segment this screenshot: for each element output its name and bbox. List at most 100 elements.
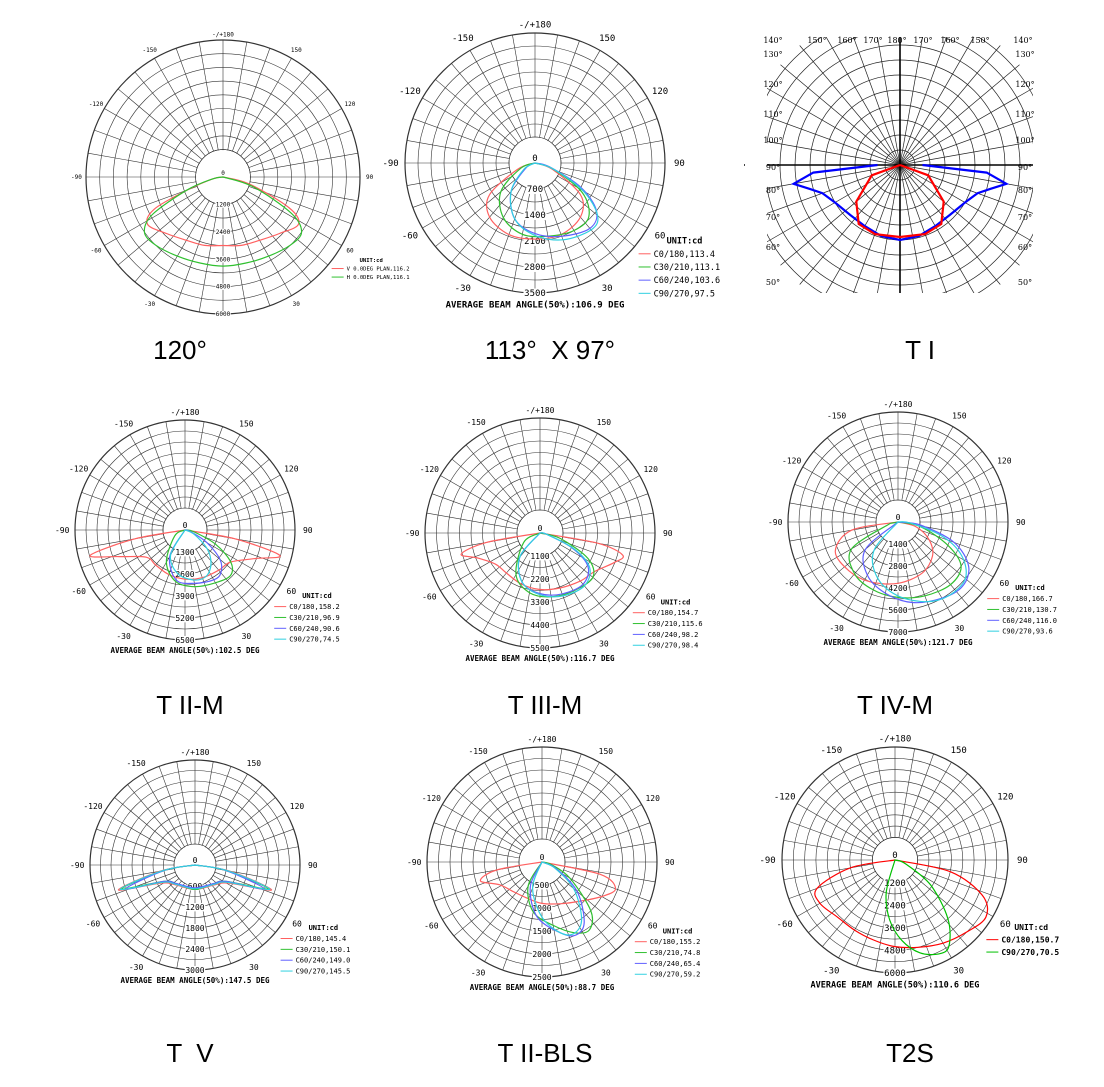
grid-spoke	[406, 167, 510, 186]
angle-label: 90	[665, 858, 675, 867]
grid-spoke	[561, 493, 649, 526]
legend-item: C60/240,116.0	[1002, 617, 1057, 625]
frame-mask	[1033, 15, 1073, 315]
radial-label-bg	[887, 540, 909, 549]
radial-label-bg	[192, 856, 198, 865]
radial-label: 0	[532, 154, 537, 164]
grid-spoke	[899, 18, 954, 166]
angle-label: 150	[952, 411, 967, 420]
radial-label: 6000	[216, 311, 231, 318]
grid-spoke	[799, 164, 901, 285]
angle-label: 120	[290, 802, 305, 811]
angle-label: -150	[452, 34, 474, 44]
radial-label: 5200	[175, 614, 194, 623]
angle-label: 150	[597, 418, 612, 427]
angle-label: 30	[601, 968, 611, 977]
grid-spoke	[214, 828, 294, 859]
radial-label-bg	[184, 945, 206, 954]
polar-chart-svg: -150 150 -120 120 -90 90 -60 60 -30 30 -/+180 0 1100…	[405, 406, 703, 663]
grid-spoke	[875, 882, 892, 972]
angle-label: 60°	[766, 243, 780, 252]
radial-label-bg	[529, 598, 551, 607]
angle-label: 160°	[940, 36, 959, 45]
grid-spoke	[912, 787, 982, 846]
series-curve	[517, 532, 591, 598]
avg-beam-angle: AVERAGE BEAM ANGLE(50%):147.5 DEG	[120, 976, 269, 985]
radial-label: 0	[183, 521, 188, 530]
angle-label: 30	[602, 284, 613, 294]
angle-label: -30	[469, 639, 484, 648]
polar-chart-panel-t3m: -150 150 -120 120 -90 90 -60 60 -30 30 -/+180 0 1100…	[400, 405, 703, 680]
grid-spoke	[564, 841, 656, 859]
radial-label: 6500	[175, 636, 194, 645]
radial-label-bg	[883, 900, 907, 911]
angle-label: -150	[126, 759, 145, 768]
grid-spoke	[240, 197, 312, 283]
angle-label-top: -/+180	[884, 400, 913, 409]
chart-caption: T V	[166, 1038, 214, 1068]
radial-label: 1100	[530, 552, 549, 561]
radial-label: 1300	[175, 548, 194, 557]
grid-spoke	[780, 64, 901, 166]
grid-spoke	[875, 748, 892, 838]
radial-label-bg	[184, 903, 206, 912]
avg-beam-angle: AVERAGE BEAM ANGLE(50%):110.6 DEG	[811, 980, 980, 990]
series-curve	[848, 521, 962, 599]
angle-label: 110°	[1015, 110, 1034, 119]
grid-spoke	[175, 202, 214, 306]
grid-spoke	[435, 179, 516, 247]
legend-item: C0/180,155.2	[650, 938, 701, 946]
polar-chart-svg: -150 150 -120 120 -90 90 -60 60 -30 30 -/+180 0 600 1…	[70, 748, 350, 985]
angle-label: -30	[455, 284, 471, 294]
grid-spoke	[426, 512, 518, 530]
legend-item: C90/270,70.5	[1001, 948, 1059, 957]
radial-label-bg	[892, 850, 898, 860]
angle-label-top: -/+180	[879, 735, 912, 745]
grid-spoke	[232, 202, 271, 306]
grid-spoke	[561, 540, 649, 573]
angle-label: 30	[599, 639, 609, 648]
angle-label-top: -/+180	[171, 408, 200, 417]
grid-spoke	[208, 784, 263, 850]
grid-spoke	[899, 164, 954, 312]
angle-label: -30	[823, 966, 839, 976]
chart-caption: T III-M	[507, 690, 583, 720]
radial-label-bg	[537, 524, 543, 533]
radial-label-bg	[187, 882, 203, 891]
grid-spoke	[451, 63, 519, 144]
polar-chart-panel-t1: 140° 150° 160° 170° 180° 170° 160° 150° 140° 130°…	[744, 0, 1075, 333]
radial-label-bg	[887, 562, 909, 571]
angle-label: 150°	[970, 36, 989, 45]
radial-label: 700	[527, 185, 543, 195]
grid-spoke	[783, 840, 873, 857]
angle-label: 50°	[1018, 278, 1032, 287]
angle-label: -90	[55, 526, 70, 535]
polar-chart-panel-t2s: -150 150 -120 120 -90 90 -60 60 -30 30 -/+180 0 1200…	[759, 735, 1065, 1000]
grid-spoke	[556, 773, 617, 845]
radial-label-bg	[523, 288, 547, 298]
radial-label-bg	[526, 184, 544, 194]
grid-spoke	[559, 876, 631, 937]
grid-spoke	[909, 877, 968, 947]
grid-spoke	[902, 753, 934, 839]
grid-spoke	[899, 29, 979, 166]
grid-spoke	[147, 426, 178, 510]
grid-spoke	[914, 451, 983, 509]
grid-spoke	[912, 874, 982, 933]
chart-caption: 113° X 97°	[484, 335, 616, 365]
legend-item: C0/180,145.4	[296, 935, 347, 943]
angle-label: -150	[466, 418, 485, 427]
grid-spoke	[878, 413, 895, 501]
grid-spoke	[453, 876, 525, 937]
polar-grid	[744, 9, 1056, 321]
grid-spoke	[114, 546, 172, 615]
radial-label: 3900	[175, 592, 194, 601]
legend-unit: UNIT:cd	[663, 927, 693, 935]
legend-item: C90/270,98.4	[648, 642, 699, 650]
radial-label-bg	[887, 584, 909, 593]
grid-spoke	[490, 187, 527, 286]
angle-label: 150°	[807, 36, 826, 45]
angle-label: 60	[1000, 579, 1010, 588]
angle-label: 110°	[763, 110, 782, 119]
radial-label-bg	[883, 878, 907, 888]
